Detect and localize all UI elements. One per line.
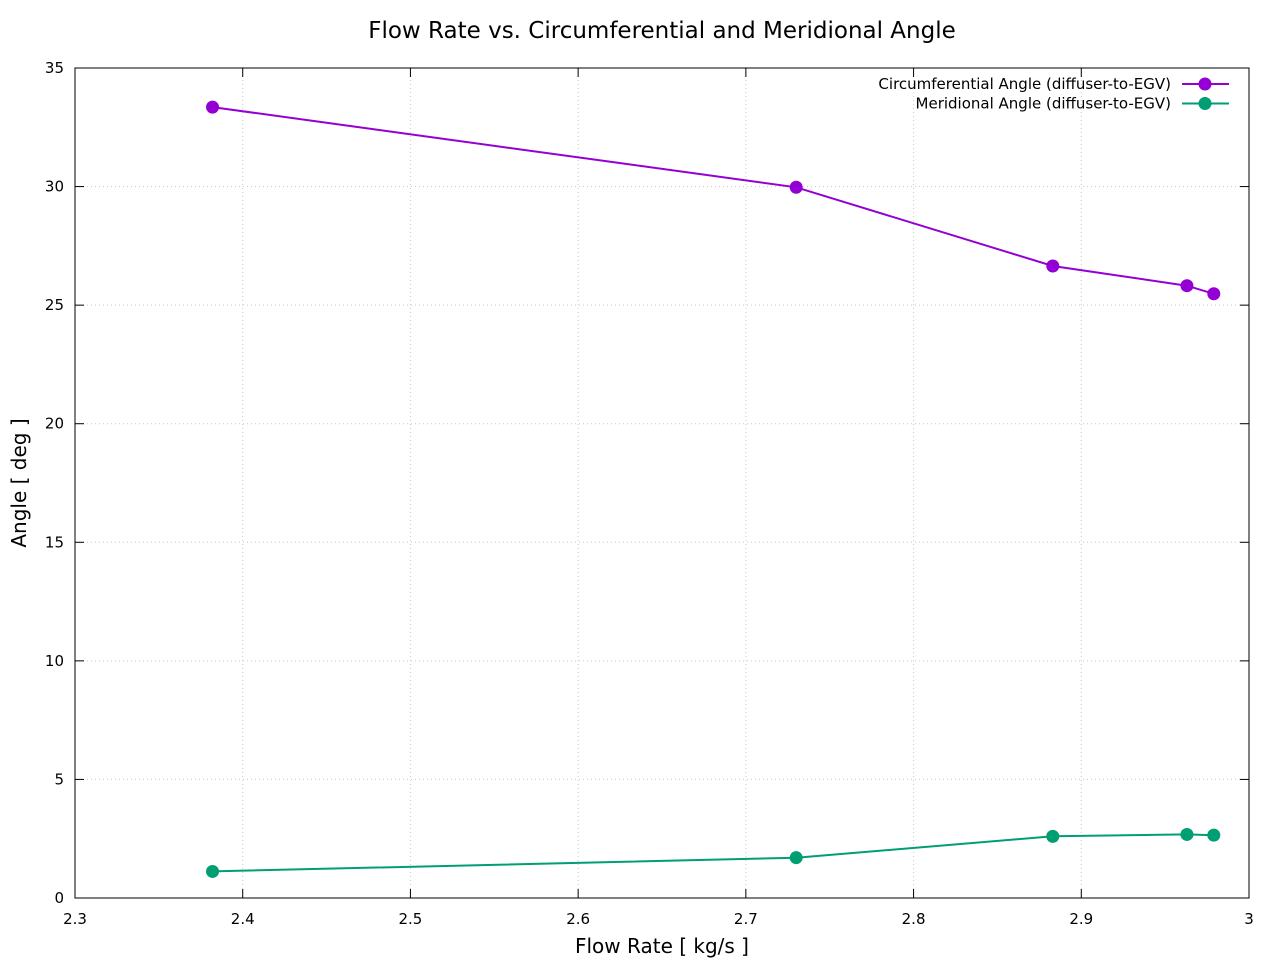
data-point — [1207, 287, 1221, 301]
legend-label: Meridional Angle (diffuser-to-EGV) — [916, 95, 1171, 113]
y-axis-title: Angle [ deg ] — [7, 418, 31, 547]
y-tick-label: 35 — [45, 59, 64, 77]
data-point — [1180, 279, 1194, 293]
series-line — [212, 106, 1215, 295]
y-tick-label: 5 — [54, 770, 64, 788]
data-point — [1180, 827, 1194, 841]
data-point — [206, 100, 220, 114]
y-tick-label: 30 — [45, 178, 64, 196]
x-tick-label: 3 — [1244, 910, 1254, 928]
plot-frame — [74, 67, 1250, 899]
y-tick-label: 15 — [45, 533, 64, 551]
legend-label: Circumferential Angle (diffuser-to-EGV) — [878, 75, 1171, 93]
x-tick-label: 2.8 — [902, 910, 926, 928]
legend: Circumferential Angle (diffuser-to-EGV) M… — [878, 75, 1229, 113]
series-layer — [206, 100, 1221, 878]
data-point — [206, 864, 220, 878]
x-tick-label: 2.3 — [63, 910, 87, 928]
legend-marker — [1198, 77, 1212, 91]
x-tick-label: 2.7 — [734, 910, 758, 928]
x-tick-label: 2.9 — [1069, 910, 1093, 928]
grid — [74, 67, 1250, 899]
data-point — [789, 180, 803, 194]
y-tick-label: 20 — [45, 415, 64, 433]
x-axis-title: Flow Rate [ kg/s ] — [575, 934, 749, 958]
data-point — [1046, 259, 1060, 273]
data-point — [1046, 829, 1060, 843]
legend-marker — [1198, 97, 1212, 110]
y-tick-label: 25 — [45, 296, 64, 314]
y-tick-label: 0 — [54, 889, 64, 907]
data-point — [789, 851, 803, 865]
x-tick-label: 2.4 — [231, 910, 255, 928]
chart-title: Flow Rate vs. Circumferential and Meridi… — [368, 18, 956, 44]
series-line — [212, 833, 1214, 873]
x-tick-label: 2.6 — [566, 910, 590, 928]
x-tick-label: 2.5 — [398, 910, 422, 928]
y-tick-label: 10 — [45, 652, 64, 670]
data-point — [1207, 828, 1221, 842]
